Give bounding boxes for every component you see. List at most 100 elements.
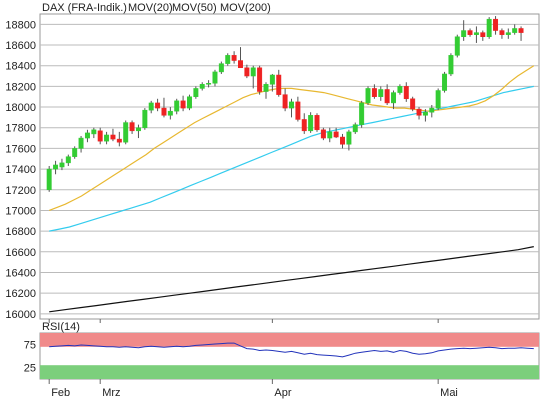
x-tick-label: Apr bbox=[274, 387, 291, 399]
candle bbox=[91, 127, 97, 139]
price-tick-label: 18400 bbox=[5, 61, 36, 73]
candle-body bbox=[142, 109, 148, 128]
candle bbox=[78, 136, 84, 153]
candle bbox=[295, 96, 301, 122]
candle bbox=[378, 86, 384, 101]
candle-body bbox=[391, 92, 397, 104]
candle bbox=[397, 84, 403, 95]
candle bbox=[65, 154, 71, 166]
candle-body bbox=[123, 122, 129, 143]
price-tick-label: 17800 bbox=[5, 123, 36, 135]
candle-body bbox=[378, 89, 384, 97]
candle bbox=[429, 104, 435, 118]
candle-body bbox=[104, 134, 110, 142]
candle-body bbox=[359, 102, 365, 125]
candle bbox=[263, 82, 269, 99]
price-tick-label: 17400 bbox=[5, 164, 36, 176]
candle bbox=[442, 71, 448, 93]
candle bbox=[59, 158, 65, 171]
moving-averages bbox=[48, 65, 535, 313]
candle bbox=[320, 127, 326, 141]
candle-body bbox=[263, 84, 269, 92]
candle-body bbox=[244, 67, 250, 77]
candle bbox=[365, 86, 371, 105]
candle-body bbox=[110, 134, 116, 140]
candle bbox=[410, 96, 416, 112]
candle-body bbox=[199, 84, 205, 89]
price-tick-label: 17200 bbox=[5, 185, 36, 197]
candle-body bbox=[448, 55, 454, 75]
candle-body bbox=[59, 162, 65, 168]
legend-mov20: MOV(20) bbox=[128, 2, 173, 14]
price-panel: 16000 16200 16400 16600 16800 17000 17200 17400… bbox=[5, 13, 540, 321]
candle-body bbox=[340, 136, 345, 145]
candle-body bbox=[84, 132, 90, 139]
price-panel-frame bbox=[39, 13, 540, 320]
candle-body bbox=[467, 30, 473, 35]
candle bbox=[250, 65, 256, 89]
candle bbox=[174, 98, 180, 115]
candle-body bbox=[218, 63, 224, 73]
candle bbox=[231, 51, 237, 64]
x-tick-label: Mrz bbox=[102, 387, 120, 399]
price-tick-label: 18800 bbox=[5, 19, 36, 31]
candle bbox=[314, 113, 320, 132]
candle-body bbox=[135, 127, 141, 132]
candle-body bbox=[238, 60, 243, 69]
price-tick-label: 16000 bbox=[5, 309, 36, 321]
x-tick-label: Feb bbox=[51, 387, 70, 399]
candle-body bbox=[174, 100, 180, 112]
candle bbox=[104, 131, 110, 145]
candle bbox=[167, 107, 173, 120]
candle-body bbox=[505, 32, 511, 35]
candle bbox=[269, 73, 275, 92]
candle bbox=[346, 129, 352, 151]
candle-body bbox=[442, 73, 448, 91]
candle bbox=[238, 47, 243, 69]
candle-body bbox=[155, 102, 161, 109]
candle-body bbox=[429, 107, 435, 113]
rsi-tick-label: 75 bbox=[24, 340, 36, 352]
candle-body bbox=[308, 115, 314, 132]
candle-body bbox=[352, 124, 358, 133]
candle-body bbox=[493, 18, 499, 31]
candle-body bbox=[327, 131, 333, 139]
candle-body bbox=[91, 129, 97, 135]
x-tick-label: Mai bbox=[440, 387, 458, 399]
candle bbox=[461, 20, 467, 41]
candle-body bbox=[365, 88, 371, 104]
candle-body bbox=[231, 55, 237, 61]
candle bbox=[493, 16, 499, 35]
candle bbox=[282, 88, 288, 112]
candle-body bbox=[161, 107, 167, 116]
candle bbox=[161, 97, 167, 118]
candle bbox=[371, 84, 377, 99]
candle bbox=[276, 69, 282, 97]
price-tick-label: 17600 bbox=[5, 143, 36, 155]
candle bbox=[193, 86, 199, 99]
candle bbox=[486, 17, 492, 39]
candle bbox=[480, 30, 486, 41]
candle-body bbox=[186, 96, 192, 109]
candle-body bbox=[512, 28, 518, 33]
price-tick-label: 16400 bbox=[5, 267, 36, 279]
candle bbox=[110, 128, 116, 142]
candle-body bbox=[180, 100, 186, 109]
candle-body bbox=[346, 131, 352, 145]
candle bbox=[142, 108, 148, 130]
candle-body bbox=[384, 89, 390, 104]
candle bbox=[199, 82, 205, 91]
price-tick-label: 16200 bbox=[5, 288, 36, 300]
candle bbox=[384, 84, 390, 105]
candle bbox=[308, 112, 314, 133]
candle-body bbox=[499, 30, 505, 35]
candle bbox=[435, 88, 441, 111]
candle bbox=[135, 124, 141, 139]
candle bbox=[403, 82, 409, 102]
rsi-y-axis: 25 75 bbox=[24, 340, 36, 375]
candle-body bbox=[371, 88, 377, 97]
candle-body bbox=[206, 83, 212, 85]
candle bbox=[333, 127, 339, 139]
candle bbox=[391, 90, 397, 110]
candle bbox=[186, 94, 192, 111]
